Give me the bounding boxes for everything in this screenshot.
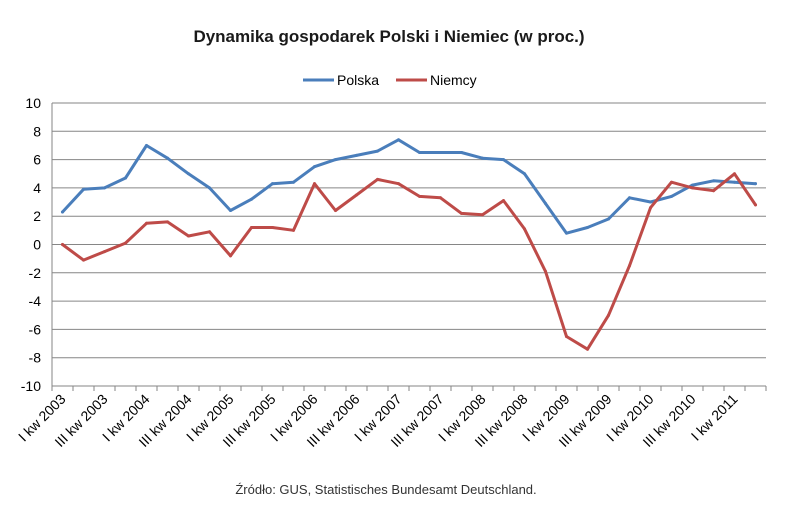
data-point-polska <box>712 179 715 183</box>
data-point-niemcy <box>691 186 694 190</box>
x-tick-label: I kw 2011 <box>688 391 741 444</box>
data-point-niemcy <box>628 264 631 268</box>
data-point-polska <box>586 226 589 230</box>
y-tick-label: -8 <box>29 350 42 366</box>
data-point-niemcy <box>313 182 316 186</box>
data-point-niemcy <box>187 234 190 238</box>
data-point-polska <box>733 180 736 184</box>
y-tick-label: 4 <box>33 180 41 196</box>
data-point-polska <box>670 194 673 198</box>
data-point-polska <box>187 172 190 176</box>
data-point-niemcy <box>145 221 148 225</box>
y-tick-label: 8 <box>33 123 41 139</box>
y-tick-label: 2 <box>33 208 41 224</box>
data-point-niemcy <box>670 180 673 184</box>
data-point-niemcy <box>418 194 421 198</box>
data-point-niemcy <box>82 258 85 262</box>
data-point-polska <box>502 158 505 162</box>
chart-title: Dynamika gospodarek Polski i Niemiec (w … <box>193 27 584 46</box>
data-point-polska <box>145 143 148 147</box>
data-point-niemcy <box>565 334 568 338</box>
series-line-niemcy <box>61 172 757 351</box>
data-point-polska <box>376 149 379 153</box>
y-tick-label: 0 <box>33 237 41 253</box>
data-point-polska <box>208 186 211 190</box>
data-point-niemcy <box>166 220 169 224</box>
data-point-polska <box>754 182 757 186</box>
data-point-niemcy <box>481 213 484 217</box>
data-point-polska <box>460 151 463 155</box>
data-point-polska <box>334 158 337 162</box>
data-point-polska <box>229 209 232 213</box>
data-point-polska <box>61 210 64 214</box>
data-point-niemcy <box>397 182 400 186</box>
legend: Polska Niemcy <box>303 72 477 88</box>
y-tick-label: -10 <box>21 378 41 394</box>
data-point-polska <box>628 196 631 200</box>
data-point-polska <box>691 183 694 187</box>
source-note: Źródło: GUS, Statistisches Bundesamt Deu… <box>235 482 536 497</box>
data-point-polska <box>565 231 568 235</box>
data-point-polska <box>271 182 274 186</box>
data-point-niemcy <box>229 254 232 258</box>
y-tick-label: 6 <box>33 152 41 168</box>
data-point-niemcy <box>586 347 589 351</box>
data-point-niemcy <box>754 203 757 207</box>
y-tick-label: -6 <box>29 321 42 337</box>
data-point-niemcy <box>376 177 379 181</box>
data-point-niemcy <box>649 206 652 210</box>
data-point-niemcy <box>523 227 526 231</box>
data-point-niemcy <box>460 211 463 215</box>
data-point-polska <box>418 151 421 155</box>
legend-label-niemcy: Niemcy <box>430 72 477 88</box>
data-point-polska <box>103 186 106 190</box>
data-point-niemcy <box>208 230 211 234</box>
data-point-niemcy <box>250 226 253 230</box>
data-point-polska <box>481 156 484 160</box>
data-point-polska <box>649 200 652 204</box>
data-point-niemcy <box>103 250 106 254</box>
data-point-niemcy <box>712 189 715 193</box>
data-point-niemcy <box>334 209 337 213</box>
y-tick-label: -2 <box>29 265 42 281</box>
data-point-polska <box>607 217 610 221</box>
y-axis: 10 8 6 4 2 0 -2 -4 -6 -8 -10 <box>21 95 41 394</box>
data-point-polska <box>166 156 169 160</box>
data-point-polska <box>124 176 127 180</box>
y-tick-label: 10 <box>25 95 41 111</box>
series-line-polska <box>61 138 757 235</box>
data-point-polska <box>82 187 85 191</box>
data-point-polska <box>250 197 253 201</box>
legend-label-polska: Polska <box>337 72 379 88</box>
data-point-niemcy <box>61 243 64 246</box>
data-point-niemcy <box>292 228 295 232</box>
y-tick-label: -4 <box>29 293 42 309</box>
data-point-polska <box>292 180 295 184</box>
data-point-niemcy <box>355 193 358 197</box>
data-point-niemcy <box>124 241 127 245</box>
data-point-polska <box>523 172 526 176</box>
data-point-polska <box>313 165 316 169</box>
data-point-niemcy <box>544 269 547 273</box>
data-point-polska <box>355 153 358 157</box>
data-point-polska <box>397 138 400 142</box>
plot-area <box>61 138 757 351</box>
data-point-niemcy <box>607 313 610 317</box>
data-point-polska <box>439 151 442 155</box>
data-point-niemcy <box>502 199 505 203</box>
data-point-niemcy <box>733 172 736 176</box>
data-point-niemcy <box>439 196 442 200</box>
data-point-niemcy <box>271 226 274 230</box>
data-point-polska <box>544 201 547 205</box>
